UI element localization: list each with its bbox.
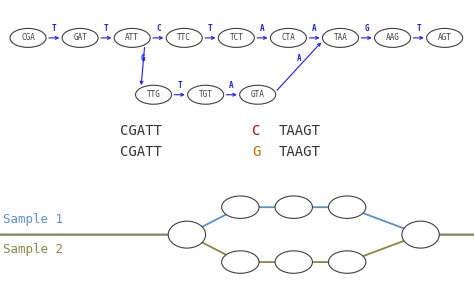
Text: T: T xyxy=(416,24,421,33)
Text: AGT: AGT xyxy=(438,33,452,42)
Text: GAT: GAT xyxy=(73,33,87,42)
Text: AAG: AAG xyxy=(386,33,400,42)
Text: Sample 1: Sample 1 xyxy=(3,213,64,226)
Ellipse shape xyxy=(322,29,358,47)
Ellipse shape xyxy=(427,29,463,47)
Ellipse shape xyxy=(114,29,150,47)
Text: A: A xyxy=(229,80,234,90)
Ellipse shape xyxy=(328,196,366,218)
Ellipse shape xyxy=(270,29,306,47)
Text: TTC: TTC xyxy=(177,33,191,42)
Text: C: C xyxy=(156,24,161,33)
Ellipse shape xyxy=(222,251,259,273)
Text: G: G xyxy=(141,54,145,63)
Text: TAAGT: TAAGT xyxy=(278,124,320,138)
Text: TAAGT: TAAGT xyxy=(278,145,320,159)
Ellipse shape xyxy=(10,29,46,47)
Text: C: C xyxy=(252,124,260,138)
Text: TAA: TAA xyxy=(334,33,347,42)
Ellipse shape xyxy=(240,85,276,104)
Text: Sample 2: Sample 2 xyxy=(3,243,64,256)
Text: T: T xyxy=(52,24,56,33)
Text: A: A xyxy=(260,24,264,33)
Text: G: G xyxy=(252,145,260,159)
Ellipse shape xyxy=(402,221,439,248)
Text: T: T xyxy=(177,80,182,90)
Ellipse shape xyxy=(222,196,259,218)
Text: TTG: TTG xyxy=(146,90,161,99)
Text: CGATT: CGATT xyxy=(120,124,162,138)
Text: TGT: TGT xyxy=(199,90,212,99)
Ellipse shape xyxy=(136,85,172,104)
Ellipse shape xyxy=(166,29,202,47)
Text: GTA: GTA xyxy=(251,90,264,99)
Text: A: A xyxy=(297,54,301,63)
Ellipse shape xyxy=(188,85,224,104)
Ellipse shape xyxy=(275,196,312,218)
Text: T: T xyxy=(208,24,213,33)
Text: TCT: TCT xyxy=(229,33,243,42)
Ellipse shape xyxy=(275,251,312,273)
Ellipse shape xyxy=(62,29,98,47)
Text: G: G xyxy=(364,24,369,33)
Text: CTA: CTA xyxy=(282,33,295,42)
Ellipse shape xyxy=(219,29,255,47)
Text: ATT: ATT xyxy=(125,33,139,42)
Ellipse shape xyxy=(374,29,410,47)
Text: A: A xyxy=(312,24,317,33)
Ellipse shape xyxy=(328,251,366,273)
Text: T: T xyxy=(104,24,109,33)
Text: CGA: CGA xyxy=(21,33,35,42)
Text: CGATT: CGATT xyxy=(120,145,162,159)
Ellipse shape xyxy=(168,221,206,248)
